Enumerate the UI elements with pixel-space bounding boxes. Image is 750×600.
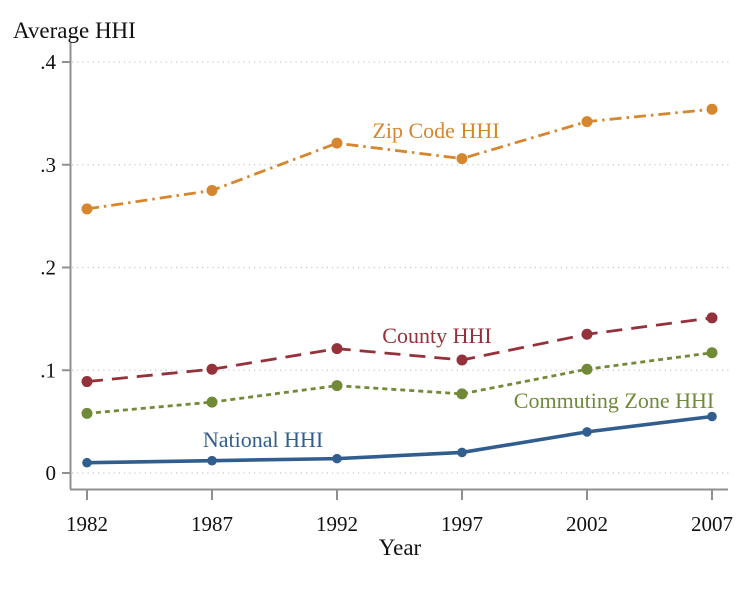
series-layer [81, 103, 718, 468]
data-point-zip-code-hhi-1992 [331, 137, 343, 149]
y-tick-label: .2 [40, 256, 56, 280]
data-point-commuting-zone-hhi-2002 [581, 363, 593, 375]
data-point-national-hhi-2007 [707, 411, 717, 422]
x-tick-label: 1987 [191, 512, 233, 536]
data-point-national-hhi-1982 [82, 457, 92, 468]
series-label-national-hhi: National HHI [203, 427, 323, 452]
x-axis-title: Year [379, 535, 422, 560]
data-point-national-hhi-2002 [582, 427, 592, 437]
data-point-national-hhi-1987 [207, 455, 217, 466]
data-point-county-hhi-2007 [706, 312, 718, 324]
data-point-county-hhi-1987 [206, 363, 218, 375]
axes-layer: 0 .1 .2 .3 .4 1982 1987 1992 1997 2002 2007 [40, 43, 733, 536]
series-label-commuting-zone-hhi: Commuting Zone HHI [514, 388, 714, 413]
data-point-zip-code-hhi-1987 [206, 184, 218, 196]
y-tick-label: 0 [46, 461, 57, 485]
series-line-national-hhi [86, 414, 713, 465]
data-point-county-hhi-1997 [456, 354, 468, 366]
x-tick-label: 1997 [441, 512, 483, 536]
data-point-zip-code-hhi-1982 [81, 203, 93, 215]
y-axis-title: Average HHI [13, 18, 136, 43]
x-tick-label: 2007 [691, 512, 733, 536]
data-point-national-hhi-1992 [332, 453, 342, 464]
x-tick-label: 2002 [566, 512, 608, 536]
data-point-county-hhi-1982 [81, 376, 93, 388]
data-point-commuting-zone-hhi-1982 [81, 407, 93, 419]
data-point-zip-code-hhi-1997 [456, 153, 468, 165]
data-point-zip-code-hhi-2002 [581, 116, 593, 128]
series-line-commuting-zone-hhi [86, 351, 713, 415]
series-line-zip-code-hhi [86, 107, 713, 211]
data-point-commuting-zone-hhi-1987 [206, 396, 218, 408]
x-tick-label: 1992 [316, 512, 358, 536]
series-line-county-hhi [86, 316, 713, 383]
data-point-national-hhi-1997 [457, 447, 467, 458]
data-point-zip-code-hhi-2007 [706, 103, 718, 115]
x-tick-label: 1982 [66, 512, 108, 536]
series-label-county-hhi: County HHI [382, 323, 491, 348]
y-tick-label: .3 [40, 153, 56, 177]
data-point-commuting-zone-hhi-1997 [456, 388, 468, 400]
data-point-commuting-zone-hhi-1992 [331, 380, 343, 392]
data-point-county-hhi-1992 [331, 343, 343, 355]
gridlines-layer [72, 61, 730, 474]
data-point-commuting-zone-hhi-2007 [706, 347, 718, 359]
series-label-zip-code-hhi: Zip Code HHI [372, 118, 499, 143]
y-tick-label: .4 [40, 50, 56, 74]
data-point-county-hhi-2002 [581, 328, 593, 340]
y-tick-label: .1 [40, 358, 56, 382]
